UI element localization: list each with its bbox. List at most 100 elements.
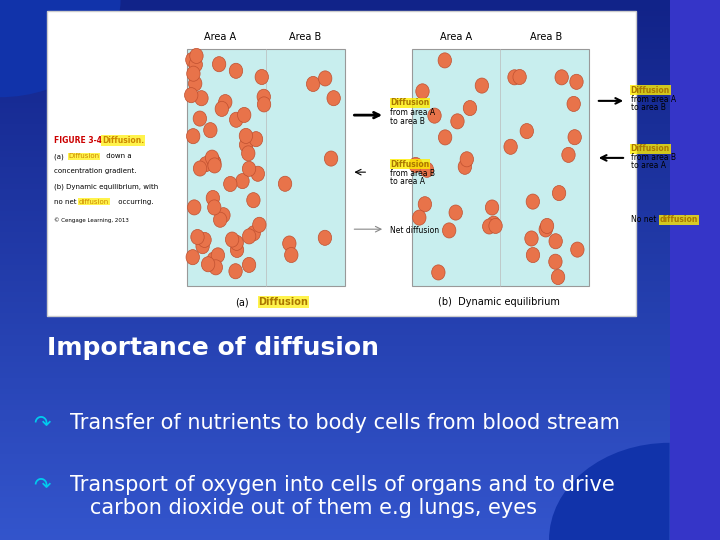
Ellipse shape: [243, 258, 256, 273]
Bar: [0, 481, 670, 491]
Ellipse shape: [568, 130, 581, 145]
Text: Area A: Area A: [204, 32, 237, 42]
Ellipse shape: [225, 232, 239, 247]
Bar: [0, 124, 670, 135]
Bar: [0, 351, 670, 362]
Bar: [0, 346, 670, 356]
Ellipse shape: [247, 226, 261, 241]
Text: Diffusion: Diffusion: [68, 153, 99, 159]
Ellipse shape: [217, 208, 230, 223]
Bar: [0, 432, 670, 443]
Bar: [0, 416, 670, 427]
Ellipse shape: [458, 159, 472, 174]
Wedge shape: [0, 0, 120, 97]
Bar: [0, 103, 670, 113]
Ellipse shape: [219, 94, 232, 110]
Ellipse shape: [327, 91, 341, 106]
Ellipse shape: [432, 265, 445, 280]
Ellipse shape: [443, 223, 456, 238]
Ellipse shape: [209, 260, 222, 275]
Ellipse shape: [420, 162, 433, 177]
Bar: [0, 27, 670, 38]
Bar: [0, 270, 670, 281]
Ellipse shape: [243, 161, 256, 177]
Bar: [0, 292, 670, 302]
Ellipse shape: [526, 247, 540, 262]
Ellipse shape: [438, 130, 452, 145]
Ellipse shape: [279, 176, 292, 191]
Bar: [0, 427, 670, 437]
Ellipse shape: [504, 139, 517, 154]
Bar: [0, 200, 670, 211]
Ellipse shape: [253, 217, 266, 232]
Bar: [0, 70, 670, 81]
Ellipse shape: [487, 216, 500, 231]
Bar: [0, 59, 670, 70]
Bar: [0, 535, 670, 540]
Text: occurring.: occurring.: [117, 199, 154, 205]
Ellipse shape: [193, 111, 207, 126]
Bar: [0, 157, 670, 167]
Text: Transfer of nutrients to body cells from blood stream: Transfer of nutrients to body cells from…: [71, 413, 620, 433]
Bar: [0, 140, 670, 151]
Ellipse shape: [187, 200, 201, 215]
Ellipse shape: [213, 212, 227, 227]
Ellipse shape: [257, 89, 271, 104]
Bar: [0, 378, 670, 389]
Text: from area A: from area A: [390, 107, 436, 117]
Bar: [0, 470, 670, 481]
Ellipse shape: [184, 87, 198, 103]
Bar: [0, 340, 670, 351]
Bar: [0, 32, 670, 43]
Bar: [0, 146, 670, 157]
Ellipse shape: [230, 112, 243, 127]
Text: to area A: to area A: [390, 177, 426, 186]
Bar: [0, 286, 670, 297]
Ellipse shape: [186, 129, 200, 144]
Bar: [0, 173, 670, 184]
Text: Area B: Area B: [289, 32, 322, 42]
Bar: [0, 194, 670, 205]
Ellipse shape: [318, 71, 332, 86]
Bar: [0, 16, 670, 27]
Bar: [0, 54, 670, 65]
Ellipse shape: [230, 235, 243, 251]
Text: no net: no net: [53, 199, 78, 205]
Text: Area B: Area B: [531, 32, 563, 42]
Ellipse shape: [207, 154, 220, 170]
Ellipse shape: [513, 70, 526, 85]
Bar: [0, 38, 670, 49]
Text: (a): (a): [53, 153, 66, 160]
Bar: [0, 130, 670, 140]
Ellipse shape: [215, 102, 228, 117]
Ellipse shape: [198, 232, 211, 247]
Bar: [0, 205, 670, 216]
Ellipse shape: [549, 254, 562, 269]
Bar: [0, 502, 670, 513]
Ellipse shape: [242, 146, 255, 161]
Ellipse shape: [418, 197, 431, 212]
Ellipse shape: [211, 248, 225, 263]
Ellipse shape: [212, 57, 226, 72]
Bar: [0, 497, 670, 508]
Ellipse shape: [520, 124, 534, 139]
Bar: [0, 238, 670, 248]
Ellipse shape: [485, 200, 499, 215]
Ellipse shape: [207, 200, 221, 215]
Text: Diffusion: Diffusion: [390, 160, 430, 169]
Bar: [0, 518, 670, 529]
Ellipse shape: [208, 158, 221, 173]
Bar: [0, 362, 670, 373]
Ellipse shape: [539, 222, 552, 237]
Ellipse shape: [571, 242, 584, 257]
Text: concentration gradient.: concentration gradient.: [53, 168, 136, 174]
Ellipse shape: [186, 249, 199, 265]
Bar: [0, 81, 670, 92]
Ellipse shape: [318, 230, 332, 245]
Bar: [0, 211, 670, 221]
Ellipse shape: [240, 137, 253, 152]
Bar: [0, 167, 670, 178]
Bar: [0, 529, 670, 540]
Bar: [0, 92, 670, 103]
Bar: [0, 464, 670, 475]
